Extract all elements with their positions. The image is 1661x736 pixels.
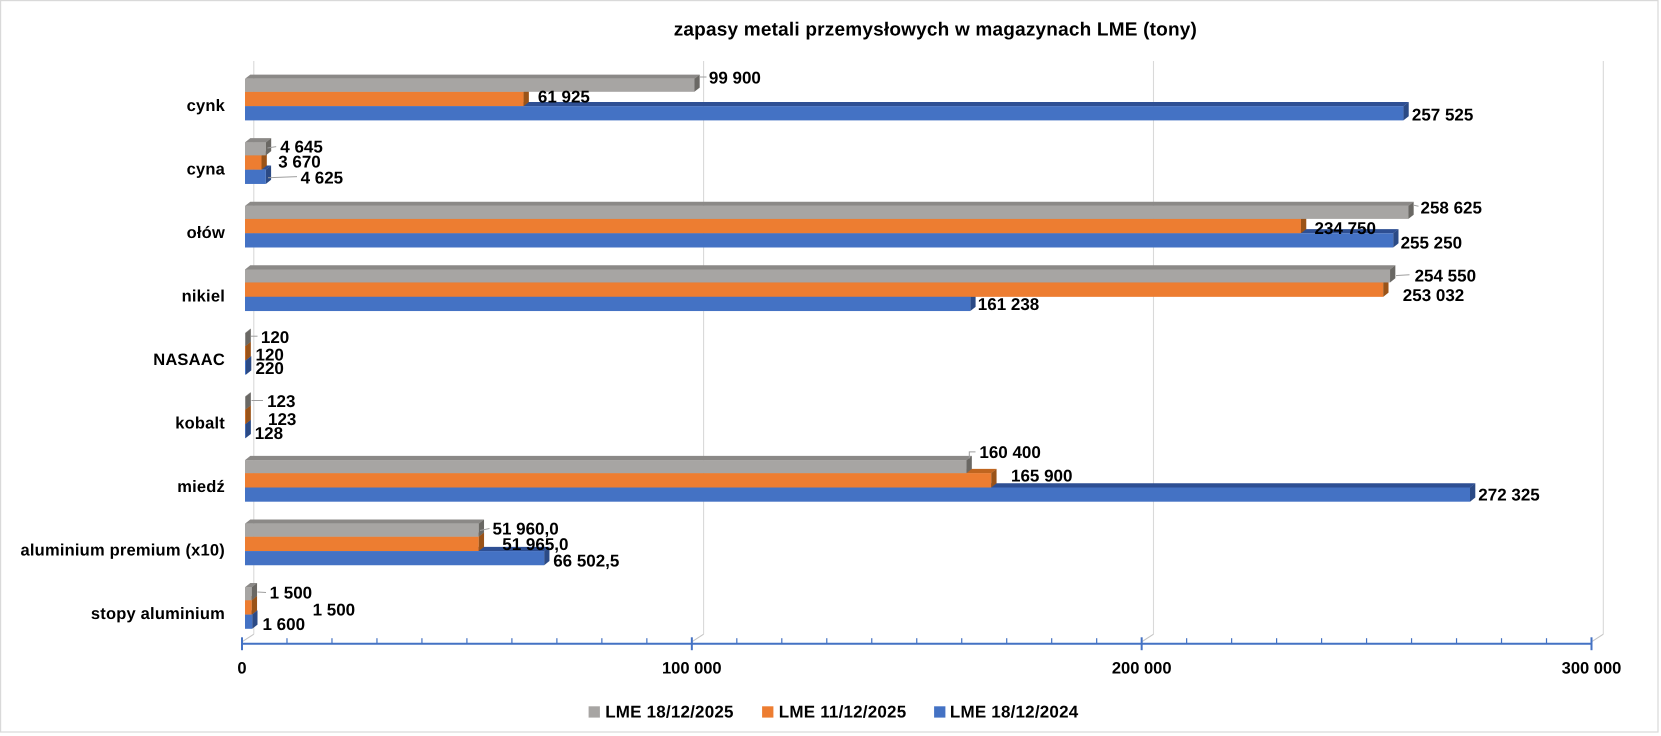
svg-text:272 325: 272 325 xyxy=(1478,486,1539,505)
svg-text:1 500: 1 500 xyxy=(313,600,356,619)
svg-text:258 625: 258 625 xyxy=(1421,198,1482,217)
svg-text:51 960,0: 51 960,0 xyxy=(493,520,559,539)
svg-text:zapasy metali przemysłowych w: zapasy metali przemysłowych w magazynach… xyxy=(674,20,1197,41)
svg-text:234 750: 234 750 xyxy=(1315,219,1376,238)
svg-text:300 000: 300 000 xyxy=(1562,660,1622,678)
svg-text:1 500: 1 500 xyxy=(270,584,313,603)
svg-text:100 000: 100 000 xyxy=(662,660,722,678)
svg-text:255 250: 255 250 xyxy=(1401,234,1462,253)
svg-text:LME 18/12/2024: LME 18/12/2024 xyxy=(950,702,1079,721)
svg-text:99 900: 99 900 xyxy=(709,69,761,88)
svg-text:cyna: cyna xyxy=(187,160,226,178)
svg-text:kobalt: kobalt xyxy=(175,415,225,433)
svg-text:120: 120 xyxy=(261,328,289,347)
svg-text:61 925: 61 925 xyxy=(538,88,590,107)
svg-text:cynk: cynk xyxy=(187,97,226,115)
svg-text:aluminium premium (x10): aluminium premium (x10) xyxy=(21,542,225,560)
svg-text:4 645: 4 645 xyxy=(280,138,323,157)
svg-text:161 238: 161 238 xyxy=(978,295,1039,314)
svg-text:66 502,5: 66 502,5 xyxy=(553,551,619,570)
svg-text:NASAAC: NASAAC xyxy=(153,351,225,369)
svg-text:nikiel: nikiel xyxy=(182,287,225,305)
svg-text:220: 220 xyxy=(256,359,284,378)
svg-text:120: 120 xyxy=(256,346,284,365)
svg-text:123: 123 xyxy=(268,410,296,429)
svg-text:miedź: miedź xyxy=(177,478,225,496)
svg-text:LME 11/12/2025: LME 11/12/2025 xyxy=(779,702,907,721)
svg-text:200 000: 200 000 xyxy=(1112,660,1172,678)
svg-text:128: 128 xyxy=(255,424,283,443)
svg-text:stopy aluminium: stopy aluminium xyxy=(91,605,225,623)
svg-text:165 900: 165 900 xyxy=(1011,467,1072,486)
svg-text:254 550: 254 550 xyxy=(1415,266,1476,285)
svg-text:51 965,0: 51 965,0 xyxy=(502,535,568,554)
svg-text:253 032: 253 032 xyxy=(1403,286,1464,305)
svg-text:257 525: 257 525 xyxy=(1412,106,1473,125)
svg-text:1 600: 1 600 xyxy=(263,615,306,634)
svg-text:4 625: 4 625 xyxy=(301,168,344,187)
svg-text:160 400: 160 400 xyxy=(979,443,1040,462)
svg-text:123: 123 xyxy=(267,392,295,411)
svg-text:LME 18/12/2025: LME 18/12/2025 xyxy=(605,702,734,721)
svg-text:3 670: 3 670 xyxy=(278,152,321,171)
svg-text:ołów: ołów xyxy=(187,224,225,242)
svg-text:0: 0 xyxy=(237,660,246,678)
